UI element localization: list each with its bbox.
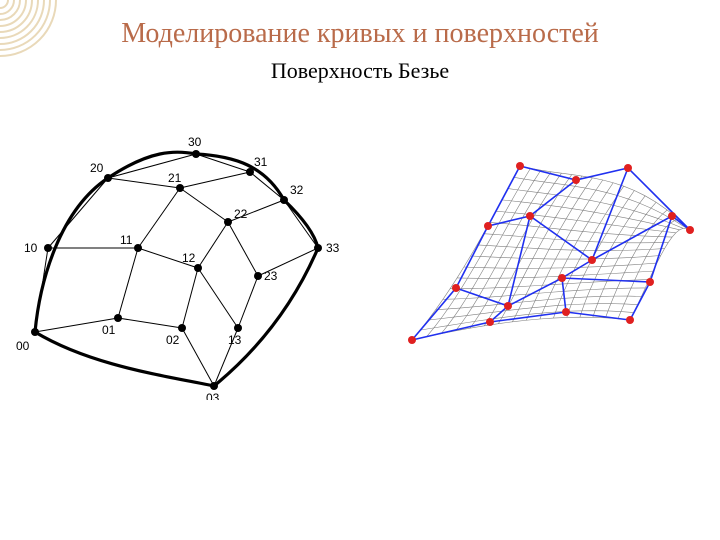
control-point-label: 01 [102,323,116,337]
control-point-marker [484,222,492,230]
control-point-marker [452,284,460,292]
control-point [280,196,288,204]
mesh-edge [180,188,228,222]
surface-mesh-line [618,219,679,318]
control-point-label: 21 [168,171,182,185]
mesh-edge [198,268,238,328]
control-point-marker [558,274,566,282]
mesh-edge [198,222,228,268]
surface-mesh-line [605,210,667,318]
mesh-edge [118,248,138,318]
surface-mesh-line [412,317,630,340]
control-point-marker [626,316,634,324]
control-point [134,244,142,252]
control-point-label: 03 [206,391,220,400]
control-point [234,324,242,332]
control-point [210,382,218,390]
control-point [31,328,39,336]
control-point [314,244,322,252]
control-point-marker [686,226,694,234]
control-point-label: 00 [16,339,30,353]
control-point-marker [588,256,596,264]
control-point-label: 32 [290,183,304,197]
surface-mesh-line [441,170,541,333]
control-point-marker [668,212,676,220]
control-point [44,244,52,252]
control-point-label: 33 [326,241,340,255]
control-point-label: 23 [264,269,278,283]
control-point-marker [624,164,632,172]
surface-mesh-line [540,183,613,319]
surface-mesh-line [427,168,531,336]
control-point-label: 12 [182,251,196,265]
mesh-edge [180,172,250,188]
surface-mesh-line [630,228,690,320]
control-point-label: 30 [188,135,202,149]
control-point-label: 22 [234,207,248,221]
control-point-marker [646,278,654,286]
control-point-marker [516,162,524,170]
bezier-surface-3d-diagram [370,110,710,390]
boundary-curve [35,332,214,386]
control-point [254,272,262,280]
control-point-label: 10 [24,241,38,255]
page-title: Моделирование кривых и поверхностей [0,18,720,50]
control-point-marker [526,212,534,220]
control-polygon-edge [630,216,690,320]
control-point [178,324,186,332]
control-point-label: 13 [228,333,242,347]
control-point-marker [572,176,580,184]
mesh-edge [182,328,214,386]
control-point [104,174,112,182]
control-point-marker [408,336,416,344]
control-point-label: 11 [120,233,133,247]
mesh-edge [48,178,108,248]
control-polygon-edge [488,216,672,260]
mesh-edge [118,318,182,328]
mesh-edge [238,276,258,328]
control-point [176,184,184,192]
surface-mesh-line [508,189,683,229]
control-point [224,218,232,226]
control-point-marker [504,302,512,310]
control-polygon-edge [562,168,628,312]
control-point [192,150,200,158]
control-point-marker [486,318,494,326]
control-point-label: 20 [90,161,104,175]
mesh-edge [182,268,198,328]
mesh-edge [138,188,180,248]
control-point-marker [562,308,570,316]
control-mesh-2d-diagram: 10 11 12 13 20 21 22 23 30 31 32 33 00 01 02 03 [10,100,360,400]
control-point [246,168,254,176]
control-point-label: 31 [254,155,268,169]
control-point [114,314,122,322]
control-point [194,264,202,272]
page-subtitle: Поверхность Безье [0,58,720,84]
control-point-label: 02 [166,333,180,347]
mesh-edge [228,222,258,276]
